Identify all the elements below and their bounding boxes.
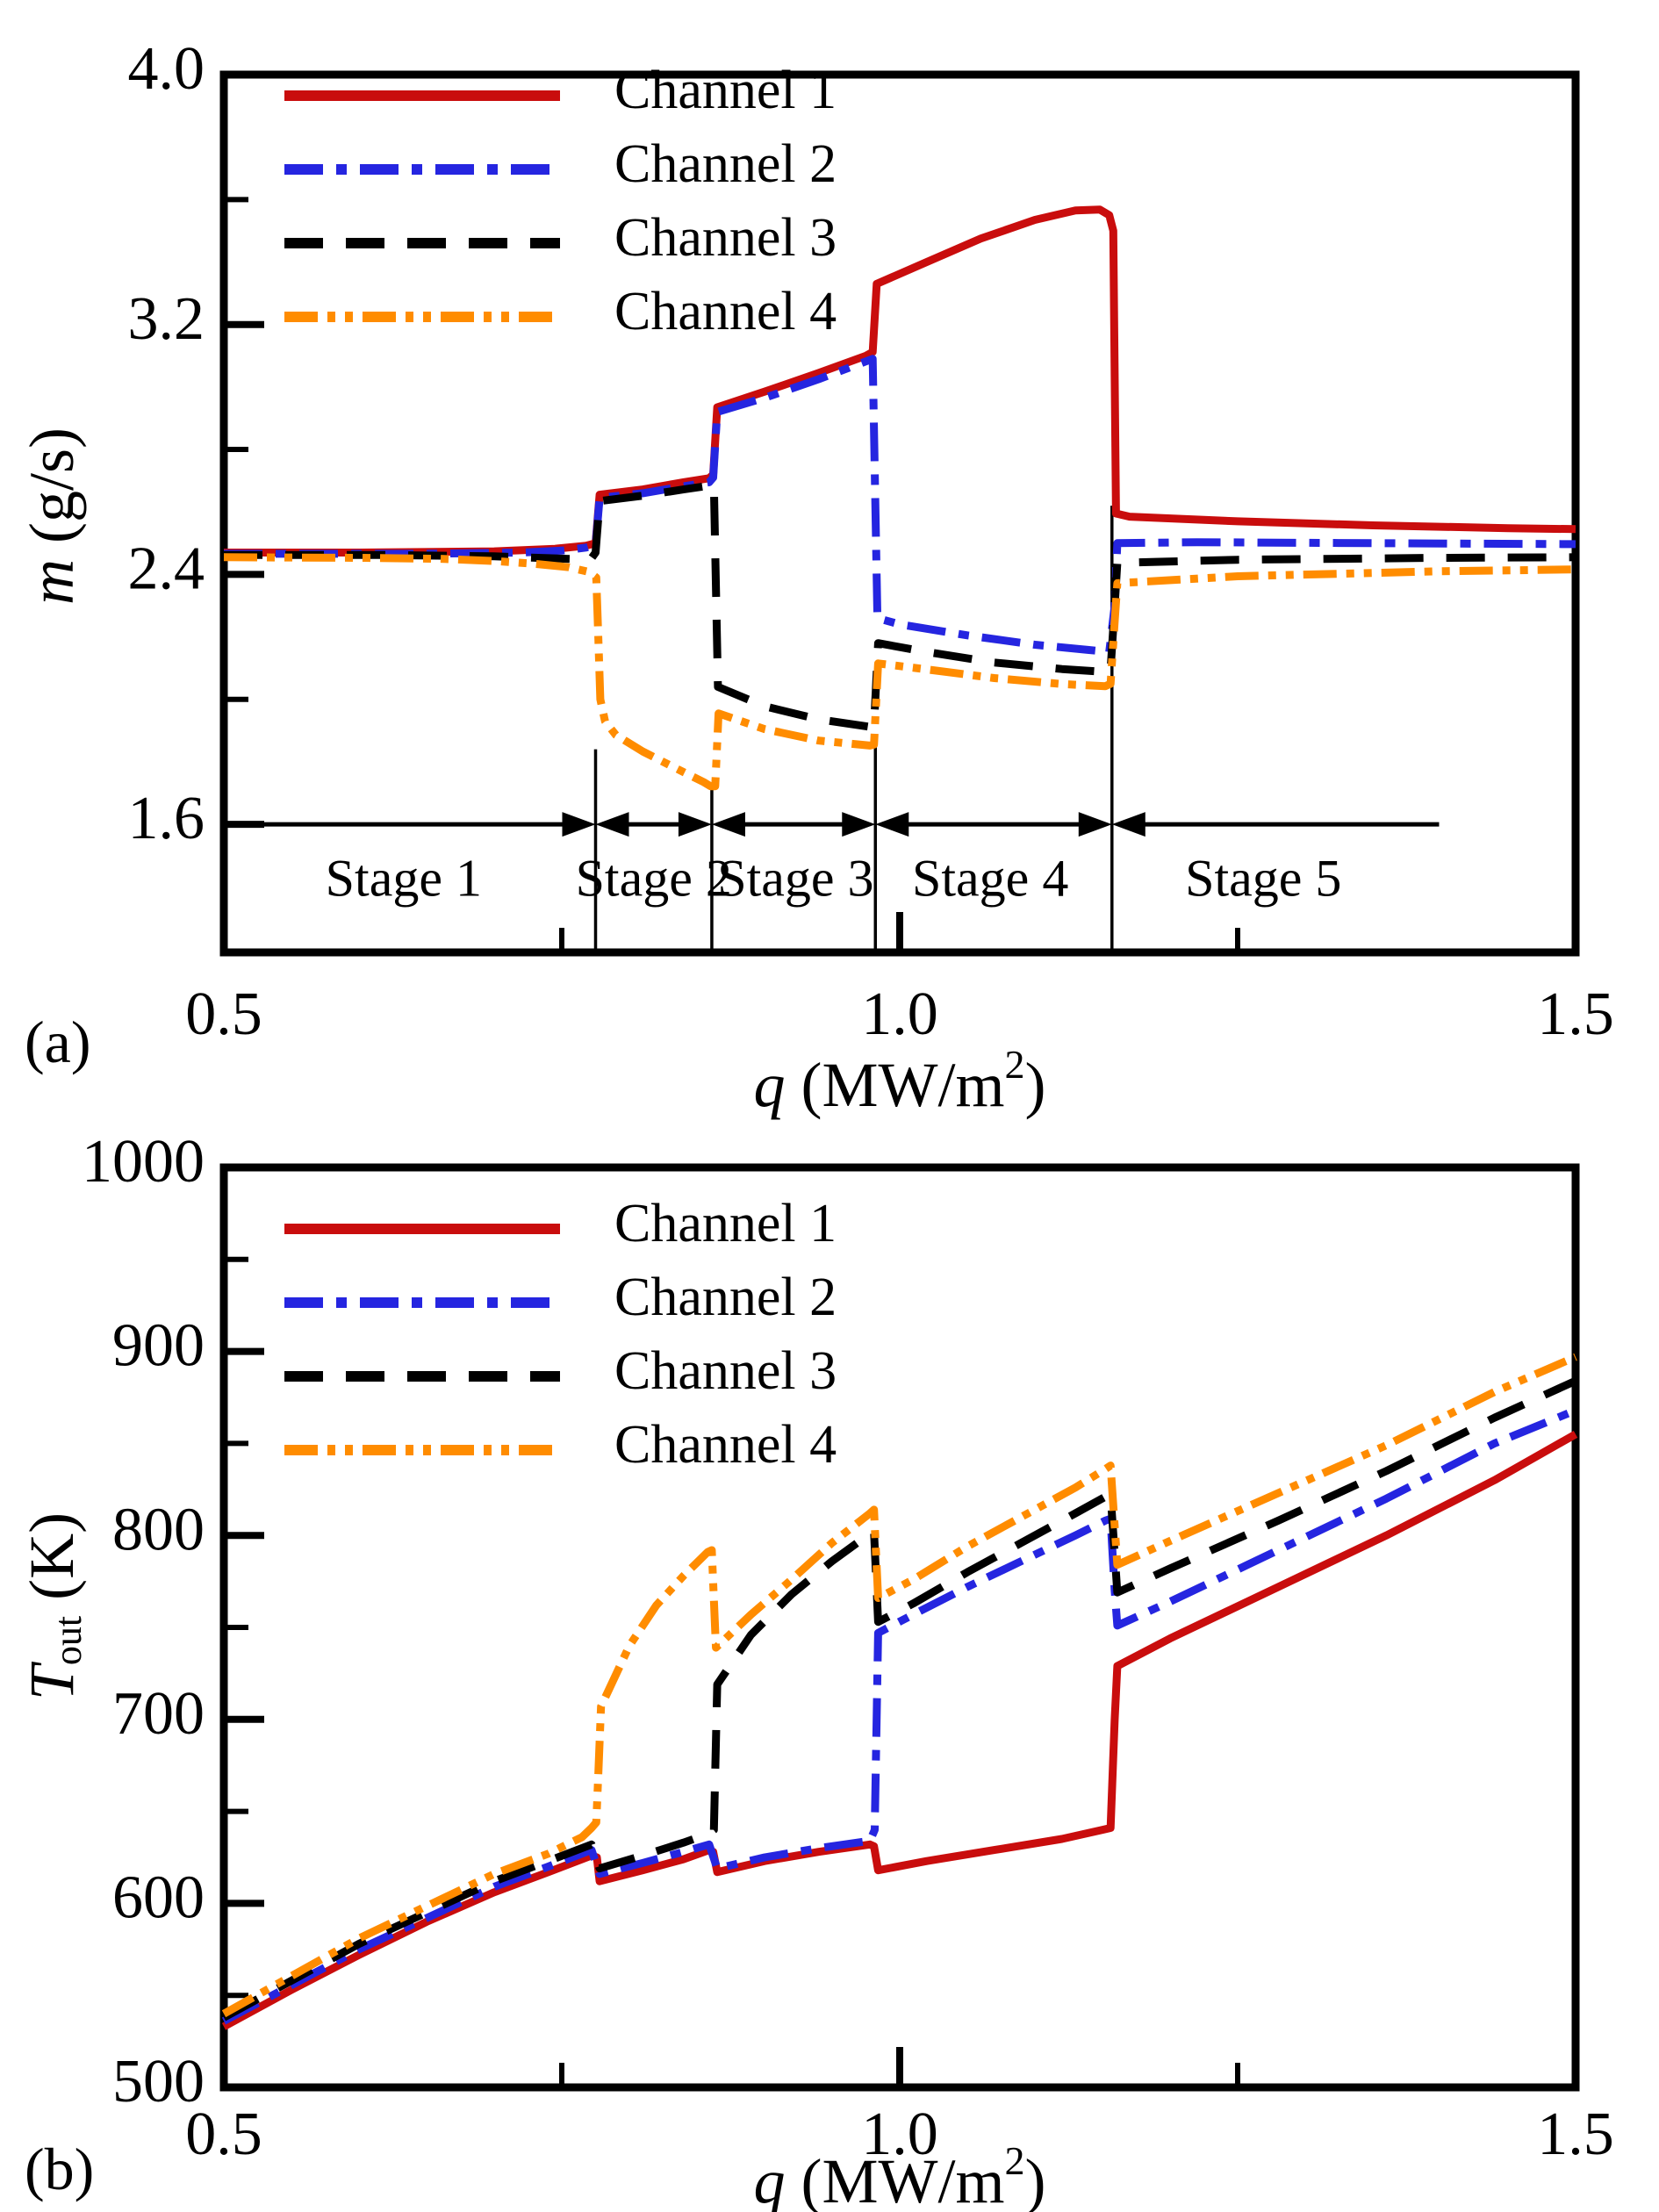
stage5-arrowhead-icon xyxy=(1111,812,1146,837)
legend-label-channel-2: Channel 2 xyxy=(614,1268,837,1327)
stage4-right-arrowhead-icon xyxy=(1078,812,1112,837)
x-tick-label: 1.5 xyxy=(1537,2101,1614,2168)
x-axis-label: q (MW/m2) xyxy=(754,1042,1046,1120)
x-tick-label: 1.5 xyxy=(1537,980,1614,1048)
x-tick-label: 0.5 xyxy=(185,2101,262,2168)
stage4-left-arrowhead-icon xyxy=(875,812,909,837)
legend: Channel 1 Channel 2 Channel 3 Channel 4 xyxy=(284,61,837,341)
legend-label-channel-1: Channel 1 xyxy=(614,1194,837,1253)
y-tick-label: 500 xyxy=(112,2048,205,2115)
x-tick-label: 0.5 xyxy=(185,980,262,1048)
series-channel-1 xyxy=(221,1430,1578,2030)
legend-label-channel-1: Channel 1 xyxy=(614,61,837,120)
series-channel-1 xyxy=(224,205,1576,557)
y-tick-label: 800 xyxy=(112,1496,205,1563)
x-tick-label: 1.0 xyxy=(861,2101,938,2168)
legend: Channel 1 Channel 2 Channel 3 Channel 4 xyxy=(284,1194,837,1475)
axis-ticks xyxy=(220,71,1579,952)
stage2-right-arrowhead-icon xyxy=(678,812,712,837)
y-tick-label: 900 xyxy=(112,1312,205,1380)
series-channel-3 xyxy=(221,1377,1577,2022)
y-tick-label: 3.2 xyxy=(128,285,205,353)
y-tick-label: 600 xyxy=(112,1864,205,1931)
y-tick-label: 4.0 xyxy=(128,35,205,103)
stage2-left-arrowhead-icon xyxy=(595,812,629,837)
stage1-arrowhead-icon xyxy=(562,812,596,837)
x-tick-label: 1.0 xyxy=(861,980,938,1048)
axis-box xyxy=(219,1163,1580,2092)
stage3-left-arrowhead-icon xyxy=(711,812,745,837)
y-axis-label: m (g/s) xyxy=(17,427,87,605)
stage-label-1: Stage 1 xyxy=(326,849,482,907)
legend-label-channel-4: Channel 4 xyxy=(614,282,837,341)
stage-label-2: Stage 2 xyxy=(576,849,732,907)
stage-label-4: Stage 4 xyxy=(912,849,1068,907)
legend-label-channel-2: Channel 2 xyxy=(614,134,837,194)
series-channel-4 xyxy=(223,553,1576,791)
series-channel-4 xyxy=(221,1353,1577,2018)
series-channel-2 xyxy=(224,355,1576,657)
series-channel-3 xyxy=(224,481,1576,731)
y-tick-label: 1000 xyxy=(82,1128,205,1196)
legend-label-channel-4: Channel 4 xyxy=(614,1415,837,1475)
y-tick-label: 700 xyxy=(112,1680,205,1748)
series-channel-2 xyxy=(221,1406,1577,2025)
stage3-right-arrowhead-icon xyxy=(842,812,876,837)
x-axis-label: q (MW/m2) xyxy=(754,2138,1046,2212)
axis-ticks xyxy=(220,1164,1579,2091)
legend-label-channel-3: Channel 3 xyxy=(614,1341,837,1401)
legend-label-channel-3: Channel 3 xyxy=(614,208,837,268)
stage-label-3: Stage 3 xyxy=(717,849,873,907)
y-tick-label: 1.6 xyxy=(128,785,205,852)
panel-b-label: (b) xyxy=(25,2136,95,2202)
panel-a-label: (a) xyxy=(25,1009,91,1075)
y-axis-label: Tout (K) xyxy=(17,1512,90,1700)
stage-label-5: Stage 5 xyxy=(1185,849,1341,907)
y-tick-label: 2.4 xyxy=(128,535,205,602)
